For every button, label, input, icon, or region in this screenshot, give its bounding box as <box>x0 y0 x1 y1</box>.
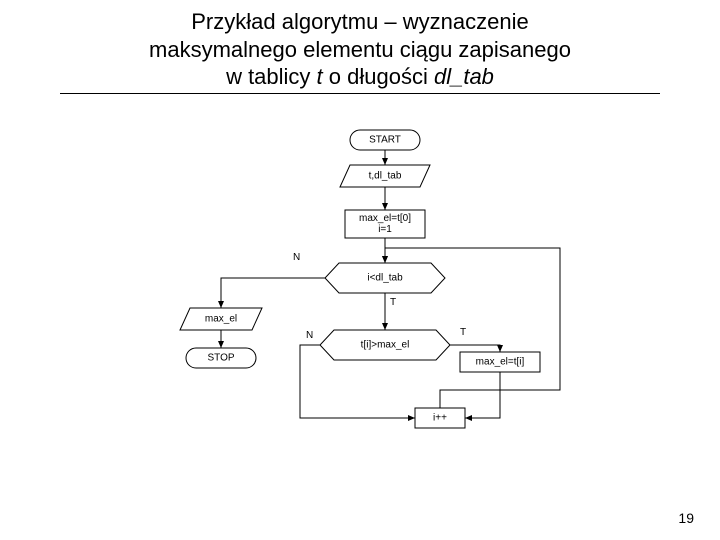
node-label-cond1: i<dl_tab <box>367 273 403 284</box>
title-line-3: w tablicy t o długości dl_tab <box>226 64 494 89</box>
flowchart-canvas: START t,dl_tab max_el=t[0]i=1 i<dl_tab max_e… <box>0 120 720 520</box>
node-label-init: i=1 <box>378 224 392 235</box>
node-label-stop: STOP <box>207 353 234 364</box>
node-label-inc: i++ <box>433 413 447 424</box>
edge-label-cond1-cond2: T <box>390 297 396 308</box>
edge-label-cond1-out: N <box>293 252 300 263</box>
node-label-assign: max_el=t[i] <box>476 357 525 368</box>
node-label-init: max_el=t[0] <box>359 213 411 224</box>
flowchart-svg: START t,dl_tab max_el=t[0]i=1 i<dl_tab max_e… <box>0 120 720 520</box>
node-label-cond2: t[i]>max_el <box>361 340 410 351</box>
edge-cond2-assign <box>450 345 500 352</box>
title-line-1: Przykład algorytmu – wyznaczenie <box>191 9 528 34</box>
edge-label-cond2-assign: T <box>460 327 466 338</box>
edge-assign-inc <box>465 372 500 418</box>
title-underline <box>60 93 660 94</box>
page-number: 19 <box>678 510 694 526</box>
edge-label-cond2-inc_left: N <box>306 330 313 341</box>
edge-cond1-out <box>221 278 325 308</box>
node-label-out: max_el <box>205 314 237 325</box>
node-label-input: t,dl_tab <box>369 171 402 182</box>
node-label-start: START <box>369 135 401 146</box>
title-line-2: maksymalnego elementu ciągu zapisanego <box>149 37 571 62</box>
page-title: Przykład algorytmu – wyznaczenie maksyma… <box>0 0 720 91</box>
